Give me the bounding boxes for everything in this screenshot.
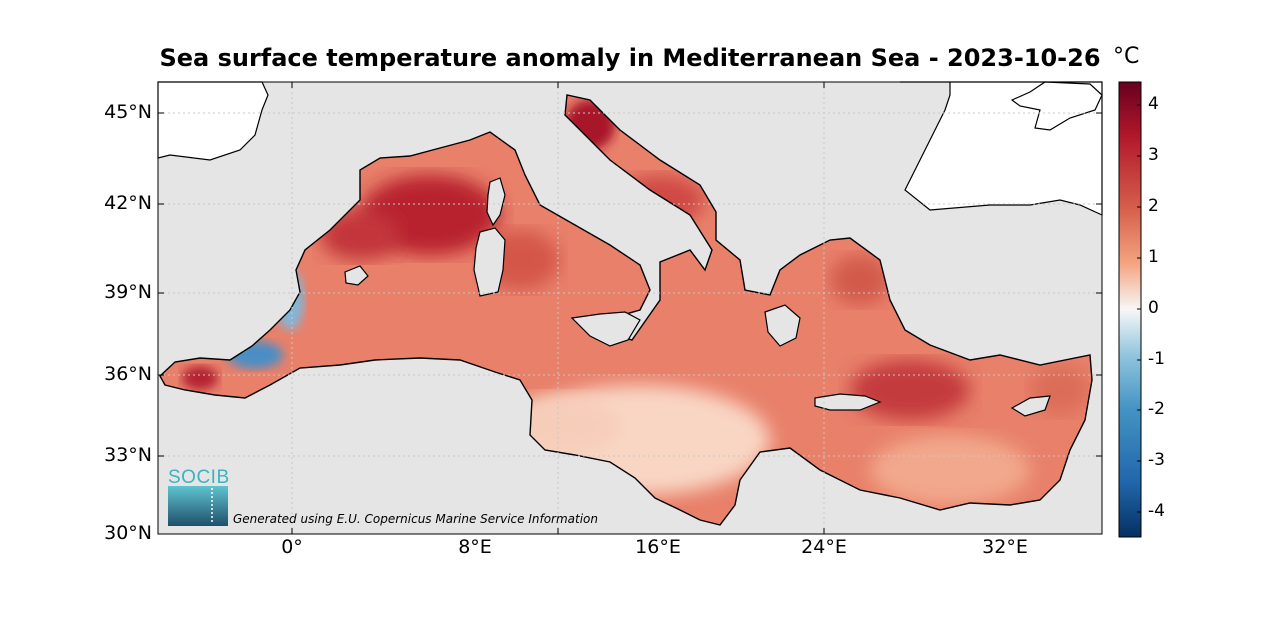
island-cyprus <box>1010 395 1051 417</box>
lat-label-39n: 39°N <box>104 281 152 303</box>
colorbar-label-1: 1 <box>1148 247 1159 267</box>
land-crimea <box>1010 81 1103 131</box>
lat-label-45n: 45°N <box>104 101 152 123</box>
colorbar-label-m3: -3 <box>1148 450 1165 470</box>
lon-label-24e: 24°E <box>801 536 847 558</box>
colorbar-ticks <box>1137 104 1141 513</box>
map-frame <box>157 81 1103 535</box>
map-title: Sea surface temperature anomaly in Medit… <box>159 44 1101 72</box>
lon-label-32e: 32°E <box>982 536 1028 558</box>
map-gridlines <box>158 82 1102 534</box>
socib-logo: SOCIB <box>168 467 230 526</box>
axis-ticks <box>158 82 1102 534</box>
land-europe-north <box>157 81 269 161</box>
svg-text:SOCIB: SOCIB <box>168 467 230 488</box>
island-sicily <box>570 311 641 347</box>
lon-label-16e: 16°E <box>635 536 681 558</box>
island-crete <box>814 393 882 411</box>
colorbar-label-m4: -4 <box>1148 501 1165 521</box>
colorbar-label-m2: -2 <box>1148 399 1165 419</box>
island-sardinia <box>473 227 506 297</box>
colorbar-unit: °C <box>1113 44 1140 69</box>
lat-label-42n: 42°N <box>104 192 152 214</box>
colorbar-label-2: 2 <box>1148 196 1159 216</box>
island-peloponnese <box>764 304 801 347</box>
lon-label-0: 0° <box>281 536 303 558</box>
colorbar-label-m1: -1 <box>1148 349 1165 369</box>
colorbar-label-4: 4 <box>1148 94 1159 114</box>
colorbar-label-0: 0 <box>1148 298 1159 318</box>
island-corsica <box>486 177 506 227</box>
lat-label-33n: 33°N <box>104 444 152 466</box>
island-mallorca <box>344 265 369 286</box>
lon-label-8e: 8°E <box>458 536 492 558</box>
lat-label-36n: 36°N <box>104 363 152 385</box>
colorbar-label-3: 3 <box>1148 145 1159 165</box>
mediterranean-coastline <box>159 94 1093 526</box>
copernicus-credit: Generated using E.U. Copernicus Marine S… <box>233 512 598 526</box>
lat-label-30n: 30°N <box>104 522 152 544</box>
